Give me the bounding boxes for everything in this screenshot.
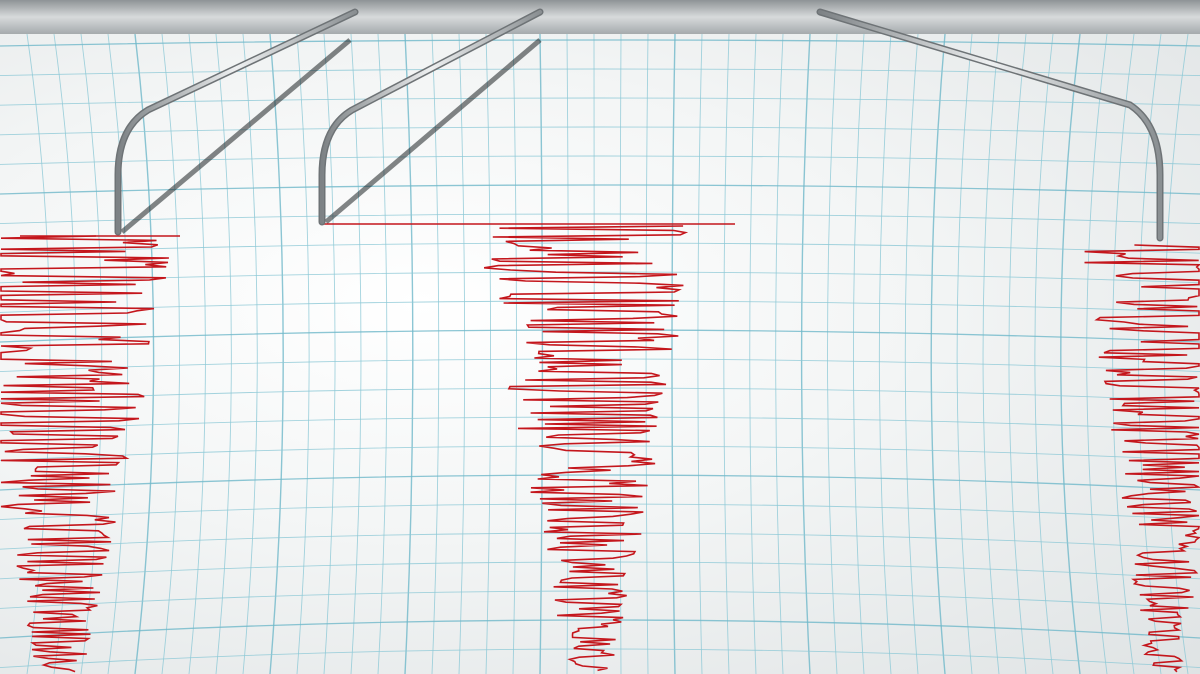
grid-line-vertical — [930, 33, 946, 674]
grid-line-horizontal — [0, 474, 1200, 491]
grid-line-vertical — [377, 33, 388, 674]
grid-line-horizontal — [0, 416, 1200, 432]
grid-line-vertical — [904, 33, 919, 674]
grid-line-vertical — [956, 33, 973, 674]
needle-icon — [320, 10, 542, 224]
grid-line-vertical — [749, 33, 757, 674]
grid-line-vertical — [107, 33, 129, 674]
grid-line-horizontal — [0, 126, 1200, 136]
grid-line-vertical — [1008, 33, 1027, 674]
grid-line-vertical — [161, 33, 180, 674]
needle-shadow — [324, 38, 542, 224]
grid-line-vertical — [458, 33, 466, 674]
grid-line-vertical — [982, 33, 1000, 674]
grid-line-vertical — [1034, 33, 1054, 674]
grid-line-vertical — [800, 33, 811, 674]
grid-line-vertical — [775, 33, 784, 674]
grid-line-vertical — [188, 33, 206, 674]
top-rail — [0, 0, 1200, 34]
grid-line-horizontal — [0, 445, 1200, 461]
grid-line-vertical — [404, 33, 414, 674]
grid-line-vertical — [671, 33, 676, 674]
grid-line-vertical — [697, 33, 703, 674]
needle-shadow — [120, 38, 352, 234]
grid-line-horizontal — [0, 561, 1200, 580]
needle-icon — [818, 10, 1162, 240]
needle-arm — [318, 8, 544, 226]
grid-line-vertical — [619, 33, 622, 674]
grid-line-horizontal — [0, 39, 1200, 47]
grid-line-vertical — [80, 33, 103, 674]
grid-line-vertical — [296, 33, 310, 674]
grid-line-horizontal — [0, 387, 1200, 402]
grid-line-vertical — [1060, 33, 1081, 674]
paper-grid — [0, 33, 1200, 674]
grid-line-vertical — [269, 33, 284, 674]
grid-line-vertical — [566, 33, 569, 674]
grid-line-horizontal — [0, 619, 1200, 639]
needles — [114, 8, 1164, 242]
grid-line-vertical — [878, 33, 892, 674]
grid-line-vertical — [723, 33, 730, 674]
grid-line-vertical — [852, 33, 865, 674]
grid-line-horizontal — [0, 184, 1200, 195]
needle-shadows — [120, 38, 542, 234]
seismic-trace-left — [0, 235, 169, 673]
grid-line-vertical — [1086, 33, 1108, 674]
grid-line-vertical — [350, 33, 362, 674]
grid-line-vertical — [1112, 33, 1135, 674]
seismic-trace-center — [483, 225, 689, 672]
grid-line-horizontal — [0, 648, 1200, 669]
grid-line-horizontal — [0, 271, 1200, 284]
grid-line-vertical — [485, 33, 492, 674]
grid-line-horizontal — [0, 213, 1200, 225]
needle-icon — [116, 10, 357, 234]
grid-line-horizontal — [0, 242, 1200, 254]
grid-line-horizontal — [0, 97, 1200, 106]
grid-line-vertical — [215, 33, 232, 674]
grid-line-horizontal — [0, 503, 1200, 521]
grid-line-vertical — [431, 33, 440, 674]
grid-line-horizontal — [0, 590, 1200, 609]
grid-line-vertical — [26, 33, 51, 674]
seismic-traces — [0, 223, 1200, 673]
grid-line-vertical — [134, 33, 155, 674]
grid-line-vertical — [323, 33, 336, 674]
grid-line-horizontal — [0, 155, 1200, 165]
grid-line-vertical — [512, 33, 517, 674]
grid-line-horizontal — [0, 329, 1200, 343]
grid-line-vertical — [827, 33, 838, 674]
seismic-trace-right — [1084, 244, 1200, 673]
needle-arm — [816, 8, 1164, 242]
grid-line-vertical — [53, 33, 77, 674]
grid-line-vertical — [645, 33, 649, 674]
